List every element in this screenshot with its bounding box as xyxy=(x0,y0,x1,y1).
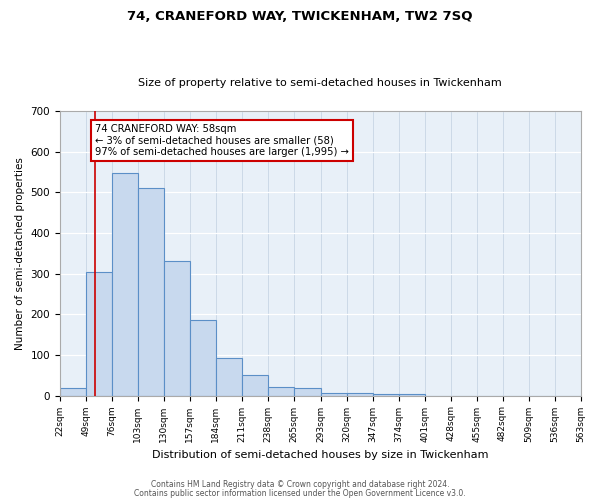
Bar xyxy=(347,392,373,396)
Bar xyxy=(242,375,268,396)
Bar xyxy=(216,358,242,396)
Bar xyxy=(294,388,320,396)
Text: 74, CRANEFORD WAY, TWICKENHAM, TW2 7SQ: 74, CRANEFORD WAY, TWICKENHAM, TW2 7SQ xyxy=(127,10,473,23)
Bar xyxy=(398,394,425,396)
Bar xyxy=(164,262,190,396)
X-axis label: Distribution of semi-detached houses by size in Twickenham: Distribution of semi-detached houses by … xyxy=(152,450,488,460)
Bar xyxy=(112,173,138,396)
Bar xyxy=(60,388,86,396)
Text: 74 CRANEFORD WAY: 58sqm
← 3% of semi-detached houses are smaller (58)
97% of sem: 74 CRANEFORD WAY: 58sqm ← 3% of semi-det… xyxy=(95,124,349,157)
Bar xyxy=(373,394,398,396)
Bar xyxy=(320,392,347,396)
Text: Contains public sector information licensed under the Open Government Licence v3: Contains public sector information licen… xyxy=(134,488,466,498)
Title: Size of property relative to semi-detached houses in Twickenham: Size of property relative to semi-detach… xyxy=(139,78,502,88)
Bar xyxy=(190,320,216,396)
Y-axis label: Number of semi-detached properties: Number of semi-detached properties xyxy=(15,157,25,350)
Text: Contains HM Land Registry data © Crown copyright and database right 2024.: Contains HM Land Registry data © Crown c… xyxy=(151,480,449,489)
Bar xyxy=(138,188,164,396)
Bar xyxy=(268,386,294,396)
Bar xyxy=(86,272,112,396)
